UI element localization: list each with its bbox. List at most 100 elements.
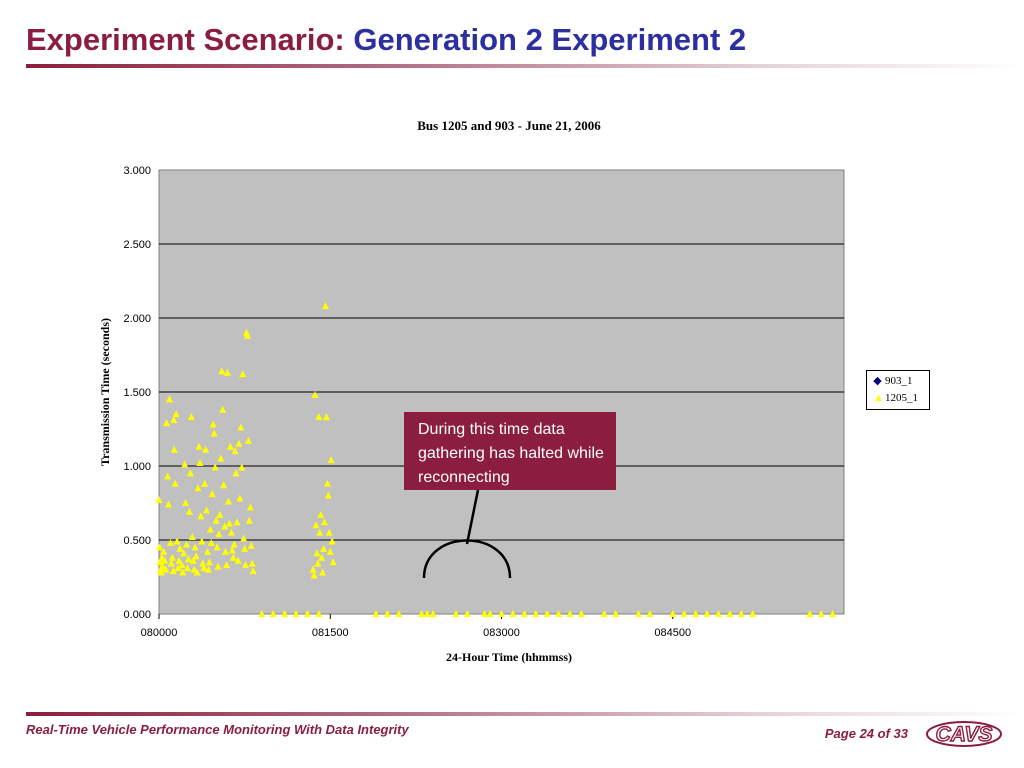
- data-point-1205: [168, 553, 176, 561]
- data-point-1205: [197, 512, 205, 520]
- data-point-1205: [703, 610, 711, 617]
- y-tick-label: 3.000: [123, 165, 151, 177]
- legend-label-1205: 1205_1: [885, 392, 918, 404]
- data-point-1205: [520, 610, 528, 617]
- data-point-1205: [215, 530, 223, 538]
- data-point-1205: [218, 367, 226, 375]
- x-tick-label: 083000: [483, 627, 520, 639]
- data-point-1205: [173, 537, 181, 545]
- data-point-1205: [183, 540, 191, 548]
- data-point-1205: [303, 610, 311, 617]
- data-point-1205: [162, 565, 170, 573]
- data-point-1205: [423, 610, 431, 617]
- data-point-1205: [192, 552, 200, 560]
- data-point-1205: [806, 610, 814, 617]
- data-point-1205: [184, 564, 192, 572]
- legend-item-903: ◆ 903_1: [873, 374, 913, 388]
- data-point-1205: [200, 564, 208, 572]
- cavs-logo: CAVS: [926, 721, 1002, 747]
- data-point-1205: [230, 540, 238, 548]
- legend-label-903: 903_1: [885, 374, 913, 387]
- data-point-1205: [229, 553, 237, 561]
- data-point-1205: [219, 405, 227, 413]
- data-point-1205: [235, 439, 243, 447]
- data-point-1205: [163, 419, 171, 427]
- triangle-marker-icon: ▲: [873, 392, 884, 404]
- data-point-1205: [314, 559, 322, 567]
- data-point-1205: [171, 479, 179, 487]
- data-point-1205: [195, 442, 203, 450]
- x-tick-label: 081500: [312, 627, 349, 639]
- data-point-1205: [223, 561, 231, 569]
- data-point-1205: [164, 472, 172, 480]
- data-point-1205: [157, 568, 165, 576]
- x-axis-ticks: 080000 081500 083000 084500: [141, 614, 691, 639]
- data-point-1205: [170, 445, 178, 453]
- data-point-1205: [247, 541, 255, 549]
- y-axis-ticks: 0.000 0.500 1.000 1.500 2.000 2.500 3.000: [123, 165, 151, 621]
- data-point-1205: [692, 610, 700, 617]
- data-point-1205: [244, 436, 252, 444]
- data-point-1205: [198, 537, 206, 545]
- data-point-1205: [199, 559, 207, 567]
- data-point-1205: [316, 528, 324, 536]
- data-point-1205: [224, 368, 231, 376]
- data-point-1205: [242, 561, 250, 569]
- data-point-1205: [225, 519, 233, 527]
- data-point-1205: [166, 538, 174, 546]
- data-point-1205: [233, 518, 241, 526]
- data-point-1205: [170, 416, 178, 424]
- data-point-1205: [498, 610, 505, 617]
- data-point-1205: [726, 610, 734, 617]
- y-axis-label: Transmission Time (seconds): [98, 318, 112, 466]
- data-point-1205: [322, 413, 330, 421]
- data-point-1205: [463, 610, 471, 617]
- data-point-1205: [327, 456, 335, 464]
- callout-text: During this time data gathering has halt…: [418, 421, 604, 486]
- data-point-1205: [680, 610, 688, 617]
- data-point-1205: [269, 610, 277, 617]
- data-point-1205: [236, 494, 244, 502]
- data-point-1205: [324, 491, 332, 499]
- diamond-marker-icon: ◆: [873, 375, 882, 387]
- data-point-1205: [221, 522, 229, 530]
- data-point-1205: [216, 510, 224, 518]
- callout-bracket: [422, 539, 512, 579]
- data-point-1205: [480, 610, 488, 617]
- data-point-1205: [212, 516, 220, 524]
- data-point-1205: [817, 610, 825, 617]
- data-point-1205: [238, 463, 246, 471]
- data-point-1205: [635, 610, 642, 617]
- data-point-1205: [186, 469, 194, 477]
- data-point-1205: [222, 547, 230, 555]
- data-point-1205: [239, 370, 247, 378]
- y-tick-label: 0.500: [123, 535, 151, 547]
- data-point-1205: [600, 610, 608, 617]
- data-point-1205: [323, 479, 331, 487]
- data-point-1205: [612, 610, 620, 617]
- data-point-1205: [201, 479, 209, 487]
- data-point-1205: [237, 423, 245, 431]
- data-point-1205: [232, 469, 240, 477]
- y-tick-label: 1.000: [123, 461, 151, 473]
- data-point-1205: [178, 561, 186, 569]
- data-point-1205: [543, 610, 551, 617]
- data-point-1205: [418, 610, 426, 617]
- data-point-1205: [429, 610, 437, 617]
- data-point-1205: [313, 549, 321, 557]
- data-point-1205: [231, 447, 239, 455]
- data-point-1205: [207, 538, 215, 546]
- data-point-1205: [188, 533, 196, 541]
- data-point-1205: [196, 459, 204, 467]
- data-point-1205: [182, 499, 190, 506]
- callout-pointer: [465, 489, 480, 545]
- slide-title-suffix: Generation 2 Experiment 2: [353, 22, 747, 57]
- data-point-1205: [165, 395, 173, 403]
- data-point-1205: [292, 610, 300, 617]
- gridlines: [159, 243, 844, 541]
- data-point-1205: [240, 534, 248, 542]
- data-point-1205: [209, 420, 217, 428]
- data-point-1205: [174, 564, 182, 572]
- data-point-1205: [395, 610, 403, 617]
- data-point-1205: [714, 610, 722, 617]
